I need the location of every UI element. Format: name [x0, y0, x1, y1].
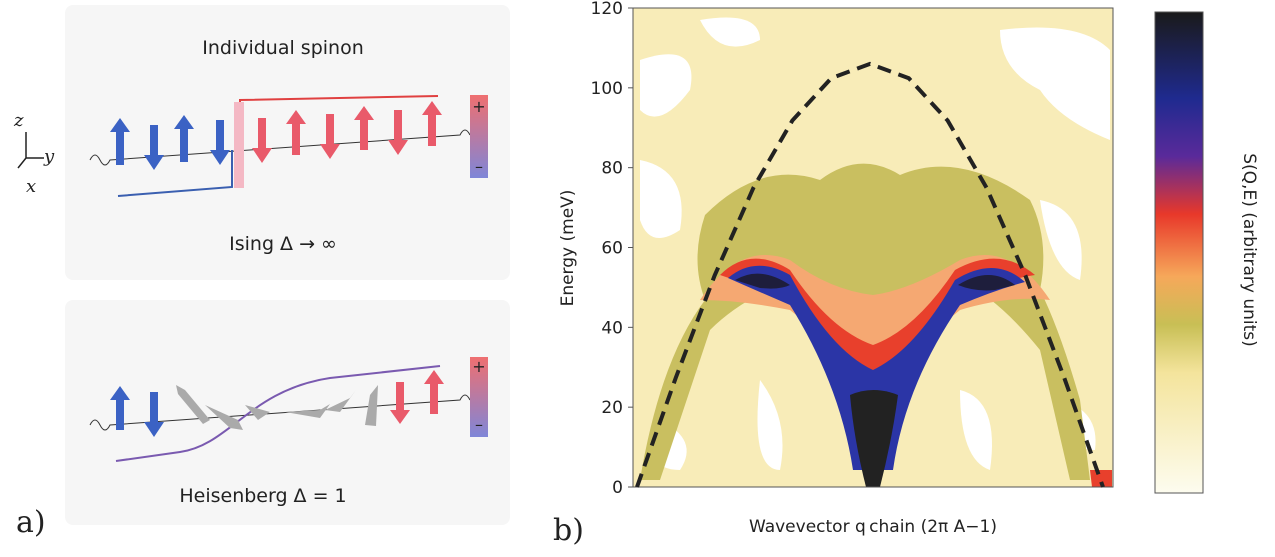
panel-bg [65, 5, 510, 280]
dispersion-curve [635, 61, 1105, 488]
axis-x: x [26, 176, 36, 197]
minus: – [475, 157, 483, 176]
chain [89, 129, 471, 166]
y-axis-label: Energy (meV) [558, 190, 578, 307]
profile [115, 365, 441, 462]
spins-blue [110, 386, 164, 437]
ising-caption: Ising Δ → ∞ [229, 233, 337, 255]
spins-red [252, 101, 442, 163]
panel-label: b) [553, 513, 584, 548]
color-key [470, 357, 488, 437]
x-axis-label: Wavevector q chain (2π A−1) [749, 517, 997, 537]
panel-label: a) [16, 505, 46, 540]
plus: + [472, 97, 485, 116]
spins-gray [176, 385, 378, 430]
y-tick-label: 0 [612, 478, 623, 498]
y-tick-label: 20 [601, 398, 623, 418]
heisenberg-caption: Heisenberg Δ = 1 [179, 485, 346, 507]
contour-fill [633, 8, 1113, 487]
minus: – [475, 415, 483, 434]
profile [117, 150, 233, 197]
y-tick-label: 60 [601, 239, 623, 259]
spins-red [390, 370, 444, 424]
y-tick-label: 100 [591, 79, 623, 99]
plus: + [472, 357, 485, 376]
y-tick-label: 80 [601, 159, 623, 179]
y-tick-label: 40 [601, 318, 623, 338]
wall [234, 102, 244, 188]
title: Individual spinon [202, 37, 364, 59]
y-tick-label: 120 [591, 0, 623, 19]
color-key [470, 95, 488, 178]
spins-blue [110, 115, 230, 170]
axis-z: z [13, 110, 24, 131]
colorbar [1154, 11, 1204, 494]
axis-icon [17, 132, 44, 169]
axis-y: y [43, 146, 55, 167]
panel-a: Individual spinon z y x + [13, 5, 510, 540]
panel-b: S(Q,E) (arbitrary units) Energy (meV) Wa… [553, 0, 1259, 548]
chain [89, 394, 471, 431]
colorbar-label: S(Q,E) (arbitrary units) [1239, 153, 1259, 347]
